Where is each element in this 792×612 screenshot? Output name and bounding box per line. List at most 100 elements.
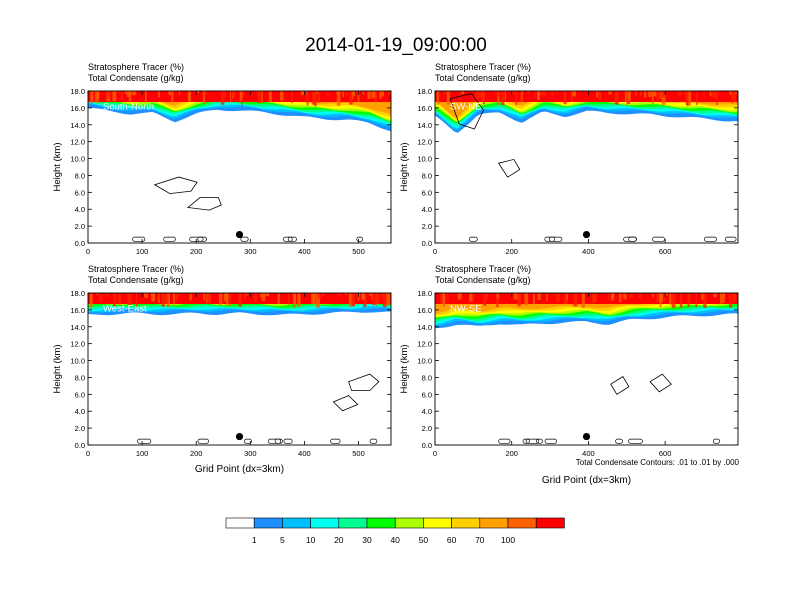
condensate-contour (544, 236, 555, 242)
x-tick-label: 100 (136, 247, 149, 256)
tracer-streak (207, 293, 211, 303)
condensate-contour (525, 438, 540, 444)
tracer-streak (521, 91, 523, 102)
condensate-contour (615, 438, 623, 444)
tracer-streak (570, 91, 573, 102)
tracer-streak (651, 91, 654, 104)
panel-title-line: Stratosphere Tracer (%) (435, 62, 531, 72)
tracer-streak (443, 293, 445, 308)
panels: Stratosphere Tracer (%)Total Condensate … (52, 62, 739, 486)
condensate-contour (332, 395, 359, 412)
tracer-streak (178, 91, 181, 95)
x-tick-label: 0 (433, 449, 437, 458)
condensate-contour (536, 438, 543, 444)
tracer-streak (534, 91, 536, 98)
panel-title-line: Total Condensate (g/kg) (435, 275, 531, 285)
y-tick-label: 2.0 (422, 222, 432, 231)
tracer-streak (336, 91, 340, 94)
colorbar-swatch (479, 517, 509, 529)
tracer-streak (553, 293, 557, 296)
tracer-streak (713, 293, 717, 298)
tracer-streak (554, 91, 558, 93)
y-tick-label: 16.0 (70, 104, 85, 113)
tracer-streak (638, 293, 642, 299)
tracer-streak (382, 293, 387, 308)
tracer-streak (537, 293, 541, 300)
tracer-streak (118, 293, 122, 305)
tracer-streak (348, 293, 352, 307)
condensate-contour (544, 438, 557, 444)
tracer-streak (596, 91, 598, 98)
tracer-streak (95, 91, 99, 103)
plot-frame (434, 292, 739, 446)
tracer-streak (687, 293, 690, 307)
y-tick-label: 4.0 (75, 205, 85, 214)
tracer-streak (511, 91, 516, 95)
plot-area (435, 293, 738, 444)
tracer-streak (715, 91, 717, 100)
tracer-streak (478, 91, 483, 98)
colorbar-swatch (282, 517, 311, 529)
tracer-streak (189, 293, 192, 301)
tracer-streak (337, 293, 341, 296)
tracer-streak (498, 293, 500, 302)
tracer-streak (533, 293, 535, 304)
tracer-streak (563, 91, 567, 105)
y-tick-label: 14.0 (70, 323, 85, 332)
y-tick-label: 18.0 (70, 289, 85, 298)
panel-label: NW-SE (450, 304, 482, 315)
tracer-streak (374, 91, 377, 102)
tracer-streak (344, 293, 347, 295)
y-tick-label: 10.0 (417, 155, 432, 164)
tracer-streak (168, 91, 170, 95)
colorbar-swatch (394, 517, 424, 529)
tracer-streak (665, 293, 668, 296)
tracer-streak (173, 293, 175, 305)
figure-title: 2014-01-19_09:00:00 (305, 35, 487, 56)
tracer-streak (381, 91, 384, 97)
tracer-streak (440, 293, 442, 304)
panel-title-line: Total Condensate (g/kg) (88, 73, 184, 83)
panel-label: SW-NE (450, 102, 482, 113)
y-tick-label: 2.0 (75, 424, 85, 433)
tracer-streak (380, 293, 384, 300)
tracer-streak (306, 91, 309, 106)
tracer-streak (386, 293, 391, 306)
tracer-streak (89, 293, 93, 308)
y-tick-label: 14.0 (417, 121, 432, 130)
colorbar-swatch (338, 517, 368, 529)
tracer-streak (305, 91, 307, 97)
tracer-streak (573, 293, 578, 307)
tracer-streak (461, 91, 465, 95)
tracer-streak (598, 91, 601, 98)
tracer-streak (255, 91, 259, 93)
y-tick-label: 16.0 (417, 104, 432, 113)
panel-title-line: Stratosphere Tracer (%) (435, 264, 531, 274)
tracer-streak (608, 293, 610, 301)
tracer-streak (564, 293, 568, 304)
tracer-streak (379, 91, 382, 100)
condensate-contour (522, 438, 530, 444)
x-tick-label: 500 (352, 247, 365, 256)
location-marker (582, 432, 591, 441)
tracer-streak (293, 293, 296, 308)
colorbar-label: 1 (252, 535, 257, 545)
x-tick-label: 500 (352, 449, 365, 458)
tracer-streak (368, 293, 372, 296)
tracer-streak (361, 91, 364, 95)
tracer-streak (257, 91, 262, 103)
tracer-streak (669, 293, 672, 305)
y-tick-label: 12.0 (70, 138, 85, 147)
tracer-streak (524, 293, 529, 306)
y-tick-label: 12.0 (70, 340, 85, 349)
x-tick-label: 200 (190, 247, 203, 256)
tracer-streak (318, 293, 322, 299)
y-tick-label: 6.0 (422, 390, 432, 399)
tracer-streak (720, 293, 723, 304)
condensate-contour (497, 158, 521, 178)
tracer-streak (106, 91, 111, 99)
condensate-contour (548, 236, 563, 242)
y-tick-label: 8.0 (422, 171, 432, 180)
panel-title-line: Total Condensate (g/kg) (88, 275, 184, 285)
x-tick-label: 400 (298, 449, 311, 458)
